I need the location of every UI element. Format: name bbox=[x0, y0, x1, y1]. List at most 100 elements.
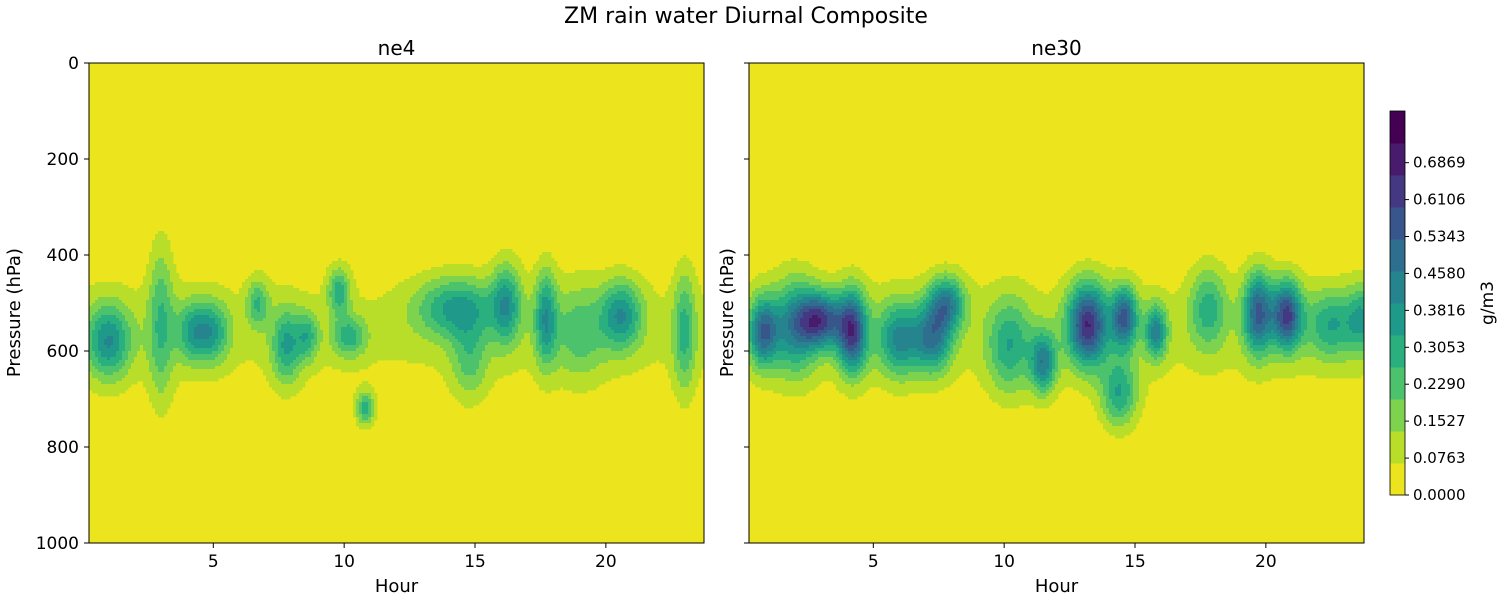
contour-cell bbox=[101, 339, 105, 343]
contour-cell bbox=[398, 327, 402, 331]
contour-cell bbox=[161, 312, 165, 316]
contour-cell bbox=[404, 321, 408, 325]
contour-cell bbox=[149, 285, 153, 289]
contour-cell bbox=[164, 273, 168, 277]
contour-cell bbox=[551, 321, 555, 325]
contour-cell bbox=[416, 303, 420, 307]
contour-cell bbox=[401, 327, 405, 331]
contour-cell bbox=[287, 330, 291, 334]
contour-cell bbox=[590, 315, 594, 319]
contour-cell bbox=[701, 324, 705, 328]
contour-cell bbox=[497, 342, 501, 346]
contour-cell bbox=[122, 309, 126, 313]
contour-cell bbox=[149, 330, 153, 334]
contour-cell bbox=[293, 306, 297, 310]
contour-cell bbox=[251, 339, 255, 343]
contour-cell bbox=[125, 327, 129, 331]
contour-cell bbox=[665, 339, 669, 343]
contour-cell bbox=[167, 336, 171, 340]
contour-cell bbox=[617, 288, 621, 292]
contour-cell bbox=[365, 330, 369, 334]
contour-cell bbox=[104, 318, 108, 322]
contour-cell bbox=[179, 279, 183, 283]
contour-cell bbox=[554, 276, 558, 280]
contour-cell bbox=[152, 333, 156, 337]
contour-cell bbox=[128, 306, 132, 310]
contour-cell bbox=[143, 279, 147, 283]
contour-cell bbox=[158, 258, 162, 262]
contour-cell bbox=[527, 318, 531, 322]
contour-cell bbox=[347, 342, 351, 346]
contour-cell bbox=[407, 285, 411, 289]
contour-cell bbox=[662, 303, 666, 307]
contour-cell bbox=[128, 324, 132, 328]
contour-cell bbox=[524, 270, 528, 274]
contour-cell bbox=[314, 345, 318, 349]
contour-cell bbox=[344, 270, 348, 274]
contour-cell bbox=[233, 345, 237, 349]
contour-cell bbox=[461, 294, 465, 298]
contour-cell bbox=[692, 339, 696, 343]
contour-cell bbox=[515, 330, 519, 334]
contour-cell bbox=[554, 321, 558, 325]
contour-cell bbox=[506, 255, 510, 259]
contour-cell bbox=[509, 258, 513, 262]
contour-cell bbox=[590, 297, 594, 301]
contour-cell bbox=[206, 282, 210, 286]
contour-cell bbox=[572, 291, 576, 295]
contour-cell bbox=[494, 261, 498, 265]
contour-cell bbox=[104, 324, 108, 328]
contour-cell bbox=[638, 300, 642, 304]
contour-cell bbox=[278, 315, 282, 319]
contour-cell bbox=[623, 330, 627, 334]
contour-cell bbox=[128, 288, 132, 292]
contour-cell bbox=[194, 288, 198, 292]
contour-cell bbox=[566, 273, 570, 277]
contour-cell bbox=[242, 327, 246, 331]
contour-cell bbox=[203, 303, 207, 307]
contour-cell bbox=[593, 339, 597, 343]
contour-cell bbox=[452, 330, 456, 334]
contour-cell bbox=[494, 276, 498, 280]
contour-cell bbox=[215, 312, 219, 316]
contour-cell bbox=[167, 339, 171, 343]
contour-cell bbox=[698, 300, 702, 304]
contour-cell bbox=[323, 279, 327, 283]
contour-cell bbox=[407, 297, 411, 301]
contour-cell bbox=[506, 339, 510, 343]
contour-cell bbox=[443, 306, 447, 310]
contour-cell bbox=[557, 303, 561, 307]
contour-cell bbox=[119, 303, 123, 307]
contour-cell bbox=[506, 333, 510, 337]
contour-cell bbox=[434, 312, 438, 316]
contour-cell bbox=[152, 261, 156, 265]
contour-cell bbox=[578, 270, 582, 274]
contour-cell bbox=[593, 300, 597, 304]
contour-cell bbox=[341, 291, 345, 295]
contour-cell bbox=[428, 291, 432, 295]
contour-cell bbox=[275, 336, 279, 340]
contour-cell bbox=[116, 327, 120, 331]
contour-cell bbox=[332, 294, 336, 298]
contour-cell bbox=[164, 279, 168, 283]
contour-cell bbox=[224, 312, 228, 316]
contour-cell bbox=[263, 288, 267, 292]
contour-cell bbox=[476, 282, 480, 286]
contour-cell bbox=[173, 327, 177, 331]
contour-cell bbox=[338, 339, 342, 343]
contour-cell bbox=[608, 288, 612, 292]
contour-cell bbox=[224, 336, 228, 340]
contour-cell bbox=[683, 327, 687, 331]
contour-cell bbox=[386, 291, 390, 295]
contour-cell bbox=[395, 324, 399, 328]
contour-cell bbox=[350, 285, 354, 289]
contour-cell bbox=[305, 321, 309, 325]
contour-cell bbox=[587, 300, 591, 304]
contour-cell bbox=[296, 309, 300, 313]
contour-cell bbox=[197, 282, 201, 286]
contour-cell bbox=[383, 315, 387, 319]
contour-cell bbox=[323, 309, 327, 313]
contour-cell bbox=[641, 309, 645, 313]
contour-cell bbox=[431, 285, 435, 289]
contour-cell bbox=[506, 252, 510, 256]
